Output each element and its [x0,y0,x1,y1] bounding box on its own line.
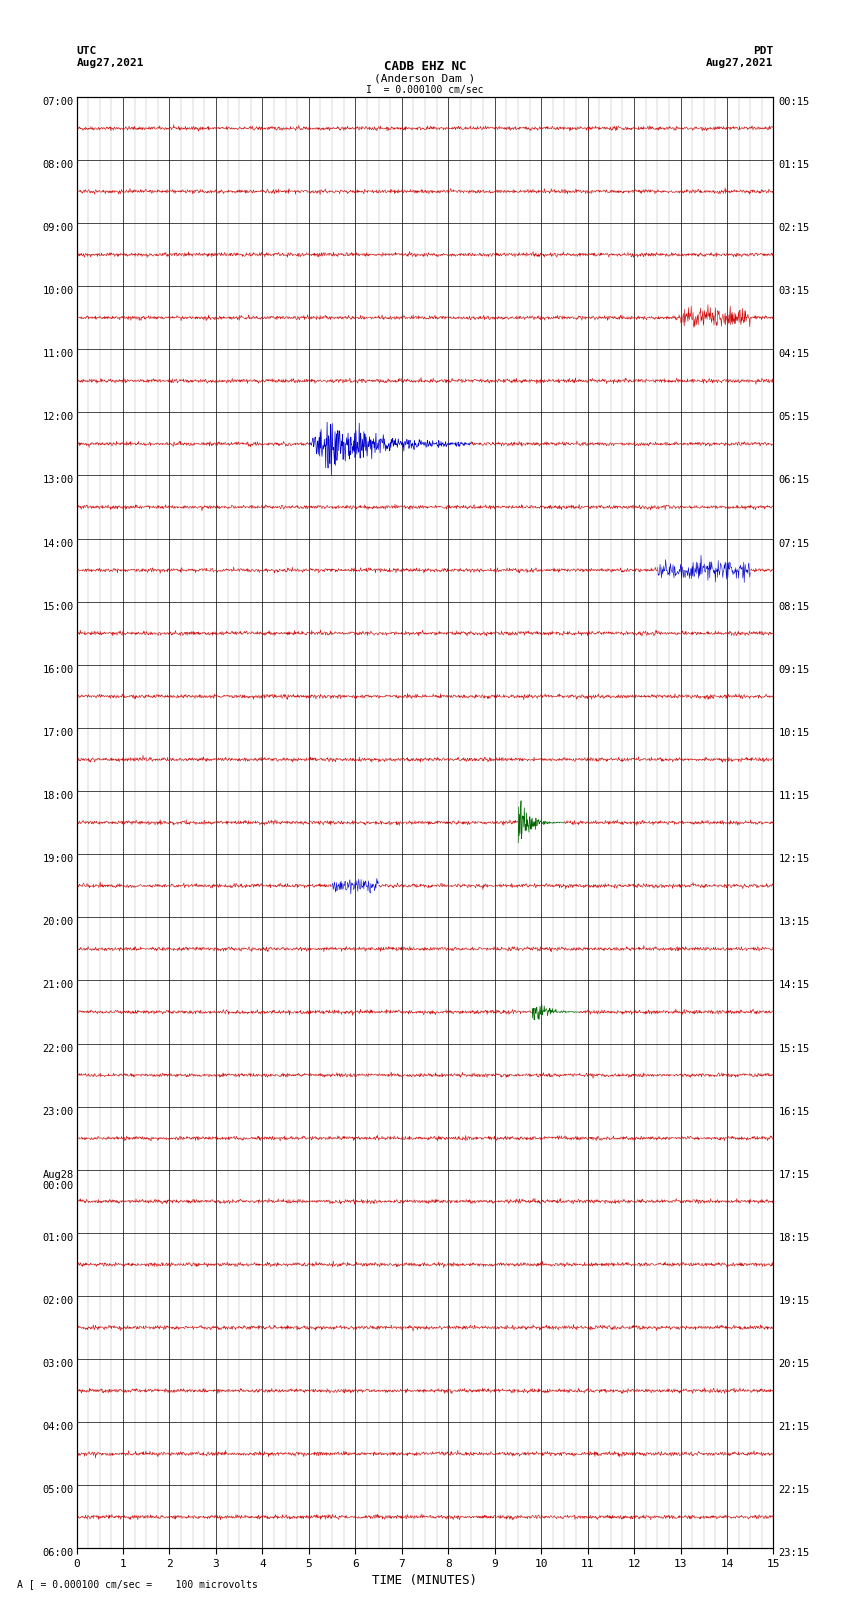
X-axis label: TIME (MINUTES): TIME (MINUTES) [372,1574,478,1587]
Text: I  = 0.000100 cm/sec: I = 0.000100 cm/sec [366,85,484,95]
Text: Aug27,2021: Aug27,2021 [706,58,774,68]
Text: UTC: UTC [76,47,97,56]
Text: PDT: PDT [753,47,774,56]
Text: A [ = 0.000100 cm/sec =    100 microvolts: A [ = 0.000100 cm/sec = 100 microvolts [17,1579,258,1589]
Text: Aug27,2021: Aug27,2021 [76,58,144,68]
Text: (Anderson Dam ): (Anderson Dam ) [374,74,476,84]
Text: CADB EHZ NC: CADB EHZ NC [383,60,467,73]
